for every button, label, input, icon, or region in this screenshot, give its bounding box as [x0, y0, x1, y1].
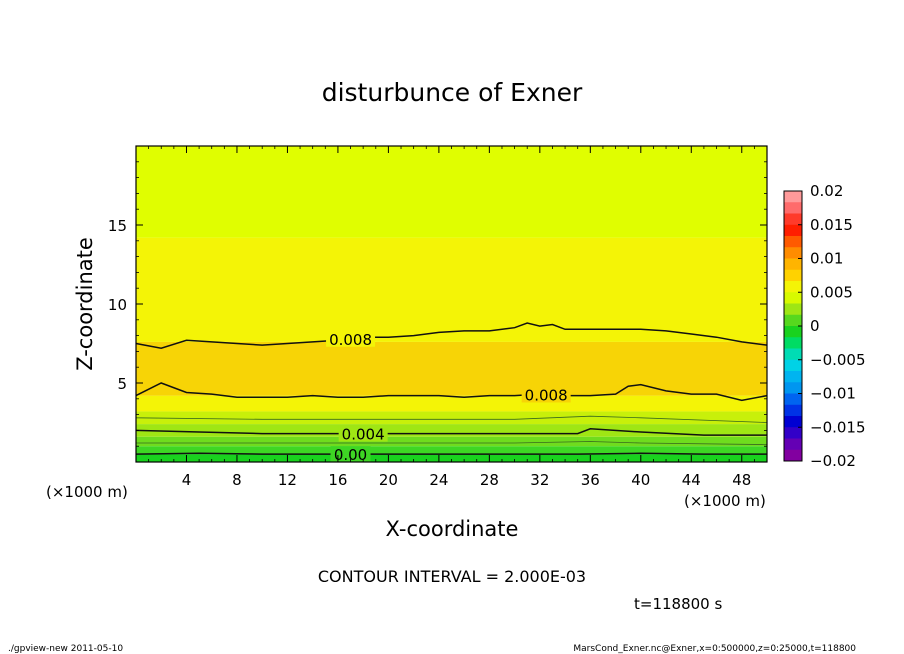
colorbar-label-6: −0.01	[810, 385, 856, 403]
colorbar-swatch-11	[784, 314, 802, 327]
colorbar-swatch-12	[784, 326, 802, 338]
colorbar-swatch-17	[784, 382, 802, 394]
x-tick-label-44: 44	[682, 471, 701, 489]
x-tick-label-40: 40	[631, 471, 650, 489]
band-1	[136, 446, 767, 455]
colorbar-label-8: −0.02	[810, 452, 856, 470]
colorbar-swatch-7	[784, 269, 802, 282]
contour-lines	[135, 322, 768, 455]
colorbar-swatch-9	[784, 292, 802, 304]
x-tick-label-16: 16	[328, 471, 347, 489]
colorbar-swatch-4	[784, 236, 802, 248]
band-6	[136, 341, 767, 396]
colorbar-label-7: −0.015	[810, 418, 866, 436]
contour-line-3	[135, 452, 767, 455]
contour-label-bg-2	[338, 425, 388, 442]
x-tick-label-28: 28	[480, 471, 499, 489]
contour-label-bg-3	[330, 446, 371, 463]
x-tick-label-4: 4	[182, 471, 192, 489]
thin-line-1	[136, 441, 768, 445]
y-axis-label: Z-coordinate	[73, 237, 97, 371]
x-tick-label-32: 32	[530, 471, 549, 489]
thin-line-0	[135, 415, 768, 423]
colorbar-swatch-8	[784, 281, 802, 293]
x-tick-label-8: 8	[232, 471, 242, 489]
colorbar-swatch-14	[784, 348, 802, 361]
contour-line-1	[135, 382, 768, 402]
contour-label-bg-1	[521, 386, 571, 403]
contour-label-bg-0	[326, 330, 376, 347]
colorbar-label-3: 0.005	[810, 283, 853, 301]
colorbar-swatch-22	[784, 438, 802, 451]
colorbar-label-2: 0.01	[810, 250, 843, 268]
colorbar-swatch-1	[784, 202, 802, 214]
colorbar-swatch-5	[784, 247, 802, 259]
contour-label-2: 0.004	[342, 426, 385, 444]
contour-line-0	[135, 322, 768, 349]
colorbar-swatch-21	[784, 427, 802, 439]
y-axis-ticks: 5 10 15	[108, 161, 767, 447]
y-tick-label-5: 5	[117, 375, 127, 393]
contour-interval-text: CONTOUR INTERVAL = 2.000E-03	[318, 567, 586, 586]
x-tick-label-12: 12	[278, 471, 297, 489]
contour-label-0: 0.008	[329, 331, 372, 349]
colorbar: 0.02 0.015 0.01 0.005 0 −0.005 −0.01 −0.015 −0.0…	[783, 182, 866, 470]
band-7	[136, 237, 767, 342]
colorbar-swatch-3	[784, 224, 802, 237]
footer-left: ./gpview-new 2011-05-10	[8, 644, 123, 654]
contour-labels: 0.008 0.008 0.004 0.00	[326, 330, 571, 464]
y-tick-label-10: 10	[108, 296, 127, 314]
y-tick-label-15: 15	[108, 217, 127, 235]
x-unit-label-left: (×1000 m)	[46, 483, 128, 501]
x-tick-label-20: 20	[379, 471, 398, 489]
colorbar-label-1: 0.015	[810, 216, 853, 234]
x-axis-label: X-coordinate	[386, 517, 519, 541]
colorbar-label-0: 0.02	[810, 182, 843, 200]
contour-label-1: 0.008	[525, 386, 568, 404]
x-tick-label-36: 36	[581, 471, 600, 489]
colorbar-swatch-10	[784, 303, 802, 316]
colorbar-swatch-0	[784, 191, 802, 203]
colorbar-swatch-20	[784, 416, 802, 428]
thin-contour-lines	[135, 415, 768, 445]
colorbar-swatch-18	[784, 393, 802, 406]
chart-title: disturbunce of Exner	[322, 78, 583, 107]
x-tick-label-48: 48	[732, 471, 751, 489]
band-5	[136, 395, 767, 412]
colorbar-swatch-6	[784, 258, 802, 271]
band-0	[136, 454, 767, 462]
time-text: t=118800 s	[634, 595, 722, 613]
colorbar-swatch-23	[784, 449, 802, 462]
contour-label-3: 0.00	[334, 446, 367, 464]
band-3	[136, 424, 767, 437]
colorbar-label-4: 0	[810, 317, 820, 335]
filled-bands	[136, 146, 767, 462]
colorbar-swatch-13	[784, 337, 802, 349]
colorbar-label-5: −0.005	[810, 351, 866, 369]
colorbar-swatch-16	[784, 371, 802, 383]
colorbar-swatch-15	[784, 359, 802, 372]
x-axis-ticks: 4 8 12 16 20 24 28 32 36 40 44 48	[148, 146, 755, 489]
footer-right: MarsCond_Exner.nc@Exner,x=0:500000,z=0:2…	[573, 644, 856, 654]
x-tick-label-24: 24	[429, 471, 448, 489]
contour-line-2	[135, 428, 767, 436]
colorbar-swatch-19	[784, 404, 802, 417]
band-8	[136, 146, 767, 238]
band-4	[136, 411, 767, 425]
colorbar-swatch-2	[784, 213, 802, 226]
band-2	[136, 436, 767, 447]
x-unit-label-right: (×1000 m)	[684, 492, 766, 510]
